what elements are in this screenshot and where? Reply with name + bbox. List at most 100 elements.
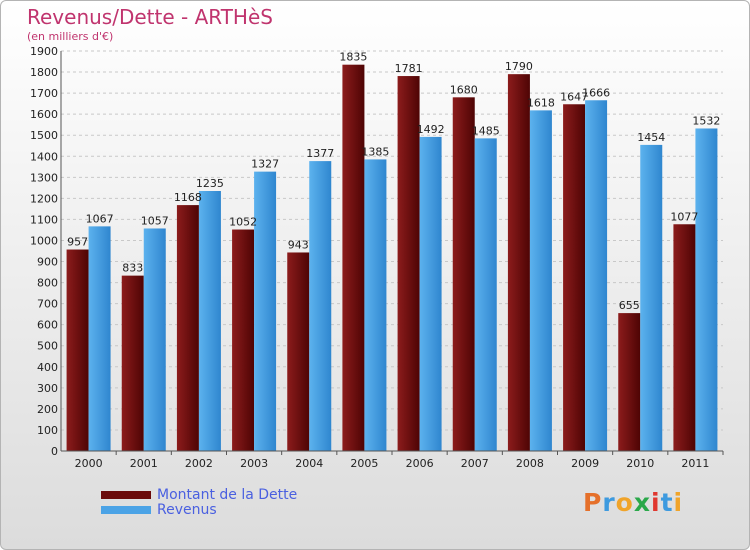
y-tick-label: 1900	[30, 45, 58, 58]
bar-revenus-2000	[88, 226, 111, 451]
logo-letter: r	[602, 488, 616, 517]
bar-dette-2000	[66, 249, 89, 451]
legend-swatch-revenus	[101, 505, 151, 514]
label-dette-2006: 1781	[395, 62, 423, 75]
y-tick-label: 700	[37, 298, 58, 311]
label-revenus-2004: 1377	[306, 147, 334, 160]
y-tick-label: 1400	[30, 150, 58, 163]
y-tick-label: 600	[37, 319, 58, 332]
label-dette-2002: 1168	[174, 191, 202, 204]
x-tick-label-2011: 2011	[681, 457, 709, 470]
bar-revenus-2004	[309, 161, 332, 451]
logo-letter: i	[651, 488, 661, 517]
bar-revenus-2006	[419, 136, 442, 452]
y-tick-label: 400	[37, 361, 58, 374]
chart-title: Revenus/Dette - ARTHèS	[27, 5, 273, 29]
bar-revenus-2002	[198, 191, 221, 451]
x-tick-label-2010: 2010	[626, 457, 654, 470]
y-tick-label: 1200	[30, 192, 58, 205]
bar-revenus-2001	[143, 228, 166, 451]
legend: Montant de la Dette Revenus	[101, 486, 298, 518]
label-revenus-2008: 1618	[527, 96, 555, 109]
x-tick-label-2009: 2009	[571, 457, 599, 470]
y-tick-label: 1300	[30, 171, 58, 184]
label-dette-2008: 1790	[505, 60, 533, 73]
label-dette-2000: 957	[67, 236, 88, 249]
x-tick-label-2003: 2003	[240, 457, 268, 470]
legend-label-revenus: Revenus	[157, 501, 217, 518]
label-dette-2003: 1052	[229, 216, 257, 229]
label-revenus-2002: 1235	[196, 177, 224, 190]
y-tick-label: 1700	[30, 87, 58, 100]
x-tick-label-2001: 2001	[130, 457, 158, 470]
label-dette-2007: 1680	[450, 83, 478, 96]
chart-subtitle: (en milliers d'€)	[27, 30, 114, 43]
bar-dette-2007	[452, 97, 475, 451]
bar-revenus-2007	[474, 138, 497, 452]
label-revenus-2011: 1532	[692, 114, 720, 127]
proxiti-logo: Proxiti	[583, 488, 683, 517]
x-tick-label-2005: 2005	[350, 457, 378, 470]
bar-dette-2003	[232, 229, 255, 451]
bar-dette-2001	[121, 275, 144, 451]
label-dette-2011: 1077	[670, 210, 698, 223]
bar-revenus-2005	[364, 159, 387, 451]
bar-dette-2005	[342, 64, 365, 452]
legend-item-revenus: Revenus	[101, 501, 297, 518]
x-tick-label-2002: 2002	[185, 457, 213, 470]
bar-dette-2002	[176, 205, 199, 451]
y-tick-label: 100	[37, 424, 58, 437]
label-dette-2009: 1647	[560, 90, 588, 103]
label-revenus-2000: 1067	[86, 212, 114, 225]
bars	[66, 64, 718, 452]
bar-revenus-2008	[529, 110, 552, 452]
x-axis-ticks: 2000 2001 2002 2003 2004 2005 2006 2007 2008 2009…	[75, 451, 724, 470]
bar-dette-2010	[618, 313, 641, 451]
y-tick-label: 1600	[30, 108, 58, 121]
bar-revenus-2003	[254, 171, 277, 451]
bar-dette-2008	[507, 74, 530, 451]
label-revenus-2010: 1454	[637, 131, 665, 144]
label-dette-2004: 943	[288, 238, 309, 251]
y-axis-ticks: 0 100 200 300 400 500 600 700 800 900 1000 1100 1200…	[30, 45, 58, 458]
x-tick-label-2004: 2004	[295, 457, 323, 470]
y-tick-label: 300	[37, 382, 58, 395]
logo-letter: i	[673, 488, 684, 517]
bar-dette-2009	[563, 104, 586, 452]
bar-dette-2006	[397, 76, 420, 451]
logo-letter: t	[660, 488, 674, 517]
label-revenus-2001: 1057	[141, 214, 169, 227]
y-tick-label: 1100	[30, 213, 58, 226]
bar-revenus-2009	[585, 100, 608, 452]
label-dette-2010: 655	[619, 299, 640, 312]
legend-label-dette: Montant de la Dette	[157, 486, 298, 503]
bar-revenus-2010	[640, 144, 663, 452]
label-revenus-2006: 1492	[417, 123, 445, 136]
x-tick-label-2006: 2006	[406, 457, 434, 470]
label-revenus-2005: 1385	[361, 145, 389, 158]
axes	[60, 51, 723, 452]
x-tick-label-2000: 2000	[75, 457, 103, 470]
label-dette-2005: 1835	[339, 51, 367, 64]
label-revenus-2009: 1666	[582, 86, 610, 99]
label-revenus-2003: 1327	[251, 158, 279, 171]
logo-letter: o	[615, 488, 634, 517]
bar-dette-2004	[287, 252, 310, 451]
label-dette-2001: 833	[122, 262, 143, 275]
legend-item-dette: Montant de la Dette	[101, 486, 298, 503]
y-tick-label: 200	[37, 403, 58, 416]
y-tick-label: 0	[51, 445, 58, 458]
y-tick-label: 1000	[30, 234, 58, 247]
y-tick-label: 900	[37, 256, 58, 269]
legend-swatch-dette	[101, 490, 151, 499]
label-revenus-2007: 1485	[472, 124, 500, 137]
logo-letter: x	[633, 488, 651, 517]
y-tick-label: 500	[37, 340, 58, 353]
logo-letter: P	[583, 488, 603, 517]
y-tick-label: 1500	[30, 129, 58, 142]
x-tick-label-2008: 2008	[516, 457, 544, 470]
x-tick-label-2007: 2007	[461, 457, 489, 470]
